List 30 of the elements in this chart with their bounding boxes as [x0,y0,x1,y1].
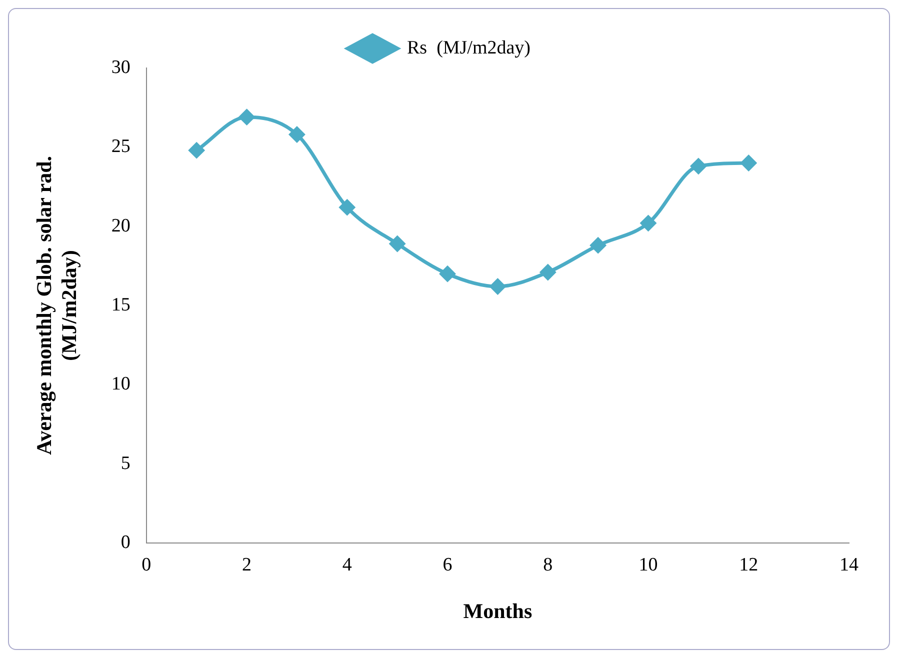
y-tick-label: 5 [120,452,130,474]
y-tick-label: 10 [111,374,130,395]
point [390,236,406,252]
x-tick-label: 14 [840,554,859,576]
point [540,264,556,280]
x-tick-label: 6 [442,554,452,576]
point [188,142,204,158]
x-tick-label: 8 [543,554,553,576]
x-axis-title: Months [463,598,532,623]
point [640,215,656,231]
point [239,109,255,125]
legend-label: Rs (MJ/m2day) [407,37,530,58]
point [590,238,606,254]
y-tick-label: 0 [120,532,130,553]
point [289,126,305,142]
y-tick-label: 25 [111,136,130,158]
x-tick-label: 4 [342,554,352,576]
y-tick-label: 15 [111,294,130,316]
point [740,155,756,171]
point [339,200,355,216]
x-tick-label: 10 [638,554,658,576]
y-axis-title: Average monthly Glob. solar rad. (MJ/m2day) [32,156,82,456]
x-tick-label: 0 [142,554,152,576]
point [440,266,456,282]
x-tick-label: 12 [739,554,758,576]
y-tick-label: 20 [111,215,130,236]
x-tick-label: 2 [242,554,252,576]
y-tick-label: 30 [111,56,130,78]
point [490,278,506,294]
point [690,158,706,174]
